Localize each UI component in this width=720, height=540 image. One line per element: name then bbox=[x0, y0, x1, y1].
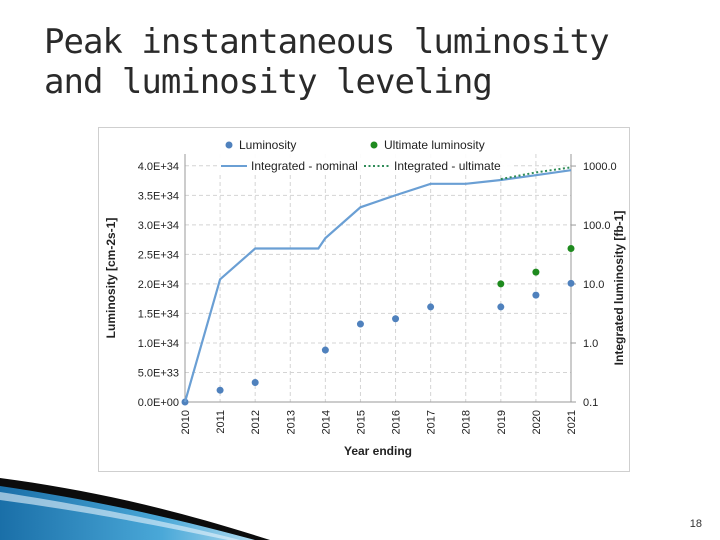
x-tick-label: 2018 bbox=[461, 410, 473, 434]
x-tick-label: 2011 bbox=[215, 410, 227, 434]
luminosity-chart: 0.0E+00 5.0E+33 1.0E+34 1.5E+34 2.0E+34 2.5E+… bbox=[104, 136, 626, 458]
legend-background bbox=[217, 136, 513, 174]
series-line-2 bbox=[183, 169, 572, 403]
legend-label: Ultimate luminosity bbox=[384, 138, 485, 152]
y-tick-label: 2.0E+34 bbox=[138, 279, 179, 291]
data-point-1 bbox=[532, 268, 540, 276]
legend-label: Integrated - nominal bbox=[251, 159, 358, 173]
y-tick-label: 3.5E+34 bbox=[138, 190, 179, 202]
y-tick-label: 1.5E+34 bbox=[138, 308, 179, 320]
x-tick-label: 2012 bbox=[250, 410, 262, 434]
x-tick-label: 2019 bbox=[496, 410, 508, 434]
data-point-0 bbox=[356, 320, 364, 328]
legend-label: Integrated - ultimate bbox=[394, 159, 501, 173]
x-tick-label: 2013 bbox=[285, 410, 297, 434]
data-point-0 bbox=[251, 379, 259, 387]
y-tick-label: 0.0E+00 bbox=[138, 397, 179, 409]
chart-frame: 0.0E+00 5.0E+33 1.0E+34 1.5E+34 2.0E+34 2.5E+… bbox=[98, 127, 630, 472]
data-point-0 bbox=[216, 386, 224, 394]
legend-label: Luminosity bbox=[239, 138, 296, 152]
x-tick-label: 2014 bbox=[320, 410, 332, 434]
y-tick-label: 4.0E+34 bbox=[138, 161, 179, 173]
corner-swoosh-decoration bbox=[0, 478, 270, 540]
slide-title: Peak instantaneous luminosity and lumino… bbox=[44, 22, 610, 102]
x-tick-label: 2020 bbox=[531, 410, 543, 434]
x-tick-label: 2010 bbox=[180, 410, 192, 434]
y2-tick-label: 10.0 bbox=[583, 279, 604, 291]
data-point-0 bbox=[392, 315, 400, 323]
y2-tick-label: 1.0 bbox=[583, 338, 598, 350]
data-point-1 bbox=[497, 280, 505, 288]
page-number: 18 bbox=[689, 518, 702, 530]
x-tick-label: 2017 bbox=[426, 410, 438, 434]
data-point-0 bbox=[567, 279, 575, 287]
y2-tick-label: 100.0 bbox=[583, 220, 611, 232]
y-tick-label: 2.5E+34 bbox=[138, 249, 179, 261]
y2-axis-title: Integrated luminosity [fb-1] bbox=[612, 211, 626, 366]
x-tick-label: 2021 bbox=[566, 410, 578, 434]
y-tick-label: 5.0E+33 bbox=[138, 367, 179, 379]
y-axis-title: Luminosity [cm-2s-1] bbox=[104, 218, 118, 339]
x-tick-label: 2015 bbox=[355, 410, 367, 434]
x-tick-label: 2016 bbox=[391, 410, 403, 434]
legend-swatch-0 bbox=[225, 141, 233, 149]
y-tick-label: 1.0E+34 bbox=[138, 338, 179, 350]
data-point-1 bbox=[567, 244, 575, 252]
data-point-0 bbox=[532, 291, 540, 299]
series-line-3 bbox=[500, 166, 572, 181]
y-tick-label: 3.0E+34 bbox=[138, 220, 179, 232]
data-point-0 bbox=[497, 303, 505, 311]
y2-tick-label: 0.1 bbox=[583, 397, 598, 409]
legend-swatch-1 bbox=[370, 141, 378, 149]
y2-tick-label: 1000.0 bbox=[583, 161, 617, 173]
data-point-0 bbox=[427, 303, 435, 311]
data-point-0 bbox=[321, 346, 329, 354]
x-axis-title: Year ending bbox=[344, 444, 412, 458]
